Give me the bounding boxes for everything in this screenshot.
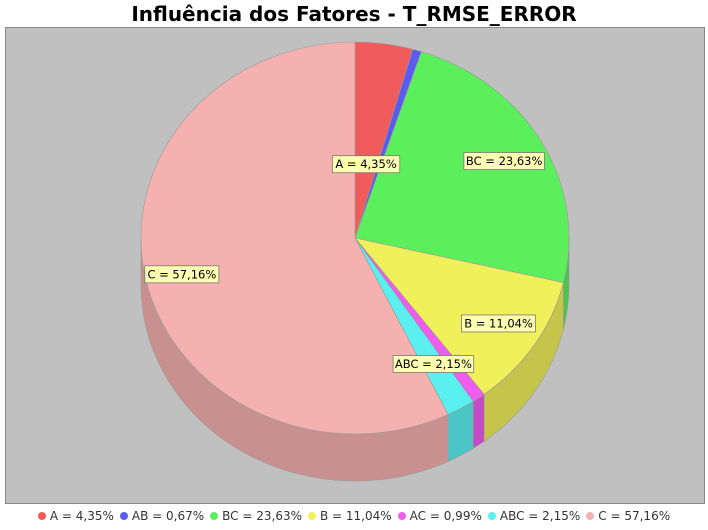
slice-label-bc: BC = 23,63% [463,152,545,170]
legend-swatch [210,512,219,520]
legend-swatch [308,512,316,520]
chart-title: Influência dos Fatores - T_RMSE_ERROR [131,2,577,26]
legend-swatch [487,512,496,520]
legend-label: BC = 23,63% [222,509,302,523]
slice-label-abc: ABC = 2,15% [392,355,475,373]
pie-slice-bc[interactable] [354,51,570,283]
slice-label-box [331,155,401,174]
pie-slice-b[interactable] [354,237,564,395]
slice-label-b: B = 11,04% [461,314,536,333]
slice-label-c: C = 57,16% [144,265,220,284]
slice-label-text: A = 4,35% [335,157,396,171]
legend-item-b: B = 11,04% [308,509,392,523]
legend-label: B = 11,04% [320,509,392,523]
pie-slices [140,41,570,435]
legend-swatch [37,512,46,520]
legend-item-c: C = 57,16% [586,509,670,523]
slice-label-box [392,355,475,373]
legend-item-bc: BC = 23,63% [210,509,302,523]
legend-item-ab: AB = 0,67% [119,509,205,523]
slice-label-box [461,314,536,333]
legend-item-abc: ABC = 2,15% [487,509,581,523]
legend-swatch [397,512,406,520]
legend-label: C = 57,16% [598,509,671,523]
pie-side-ac [472,393,485,449]
legend-swatch [586,512,595,520]
slice-label-box [144,265,220,284]
slice-label-text: ABC = 2,15% [395,357,472,371]
slice-label-a: A = 4,35% [331,155,401,174]
legend: A = 4,35% AB = 0,67% BC = 23,63% B = 11,04%… [0,509,708,523]
pie-chart: A = 4,35% BC = 23,63% B = 11,04% ABC = 2,15… [140,41,570,482]
legend-label: ABC = 2,15% [499,509,581,523]
legend-label: AB = 0,67% [131,509,205,523]
slice-label-box [463,152,545,170]
legend-item-ac: AC = 0,99% [397,509,482,523]
legend-label: AC = 0,99% [409,509,482,523]
plot-area: A = 4,35% BC = 23,63% B = 11,04% ABC = 2,15… [5,27,705,504]
legend-label: A = 4,35% [49,509,114,523]
legend-item-a: A = 4,35% [37,509,114,523]
slice-label-text: B = 11,04% [464,316,533,330]
legend-swatch [119,512,128,520]
slice-label-text: BC = 23,63% [466,154,543,168]
slice-label-text: C = 57,16% [147,267,216,281]
slice-labels: A = 4,35% BC = 23,63% B = 11,04% ABC = 2,15… [144,152,545,373]
